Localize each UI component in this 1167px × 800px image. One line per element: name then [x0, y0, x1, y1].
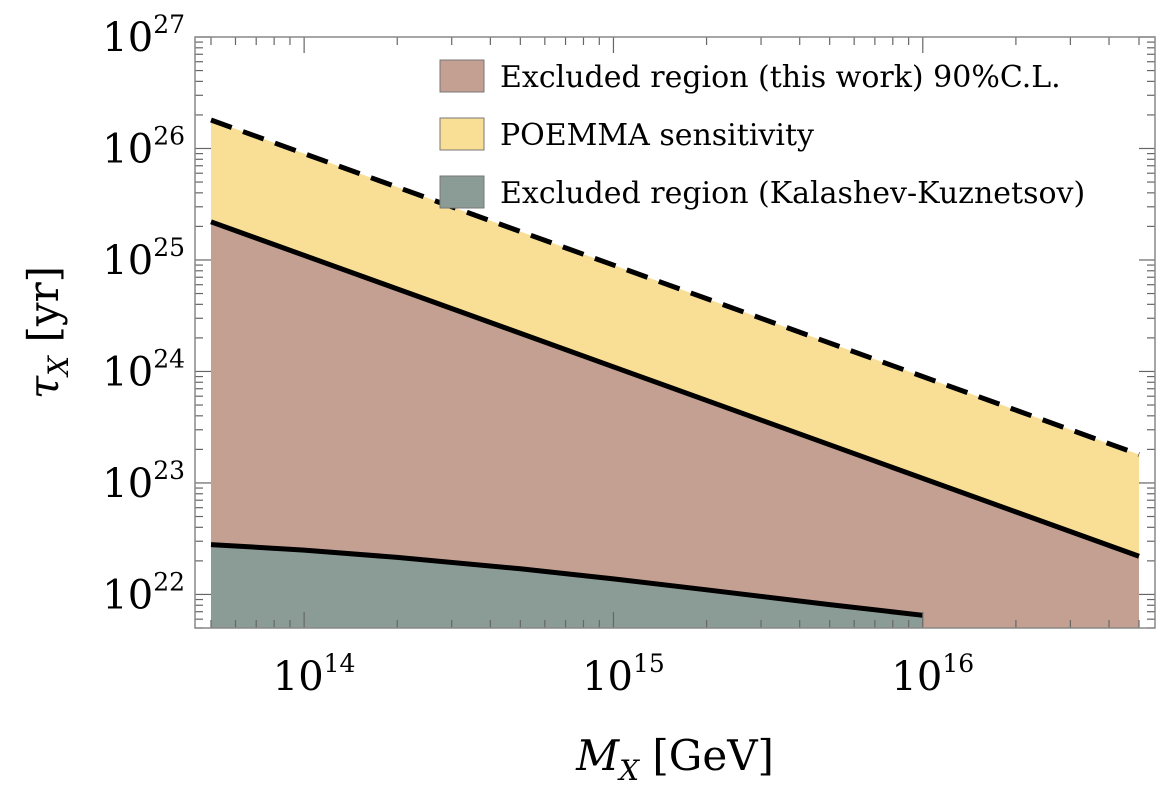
area-layer	[211, 120, 1139, 628]
y-tick-label: 1026	[102, 121, 185, 172]
y-tick-label: 1024	[102, 344, 185, 395]
y-axis-label: τX [yr]	[19, 266, 75, 399]
y-tick-label: 1023	[102, 456, 185, 507]
legend-label: Excluded region (this work) 90%C.L.	[500, 60, 1061, 95]
y-tick-label: 1022	[102, 567, 185, 618]
plot-frame	[194, 36, 1156, 629]
tick-labels: 1022 1023 1024 1025 1026 1027 1014 1015 1016	[102, 10, 974, 700]
legend-label: POEMMA sensitivity	[500, 118, 814, 153]
y-tick-label: 1025	[102, 233, 185, 284]
boundary-line-0	[210, 117, 1140, 457]
legend-swatch	[439, 117, 485, 151]
x-axis-label: MX [GeV]	[575, 731, 774, 787]
legend-swatch	[439, 59, 485, 93]
x-tick-label: 1015	[582, 649, 665, 700]
x-tick-label: 1016	[891, 649, 974, 700]
y-tick-label: 1027	[102, 10, 185, 61]
legend-swatch	[439, 175, 485, 209]
legend: Excluded region (this work) 90%C.L. POEMM…	[439, 59, 1085, 211]
x-tick-label: 1014	[273, 649, 356, 700]
axis-ticks	[195, 36, 1155, 629]
area-2	[211, 544, 923, 628]
area-1	[211, 221, 1139, 628]
boundary-line-1	[210, 219, 1140, 559]
boundary-lines	[210, 117, 1140, 618]
legend-label: Excluded region (Kalashev-Kuznetsov)	[500, 176, 1085, 211]
boundary-line-2	[210, 542, 924, 618]
